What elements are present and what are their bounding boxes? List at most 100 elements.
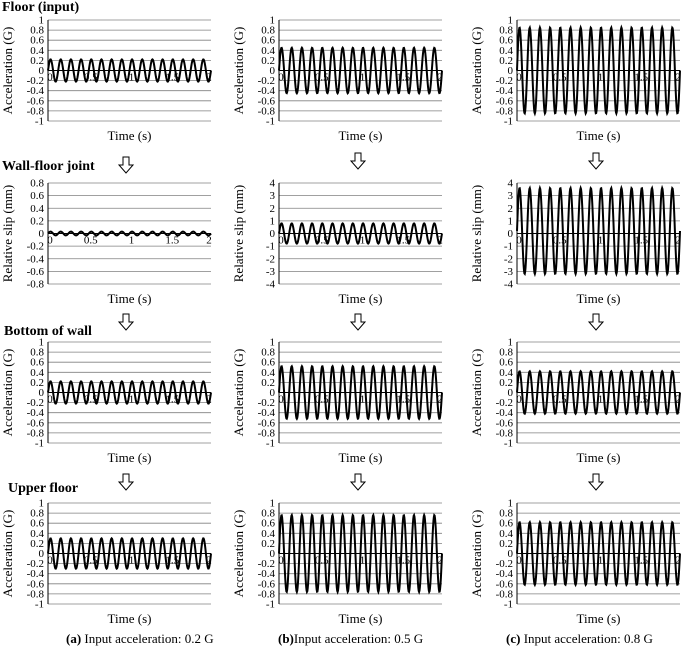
bottom-of-wall-a-ytick-label: 0.6 xyxy=(30,357,44,369)
bottom-of-wall-a-ylabel: Acceleration (G) xyxy=(0,349,15,437)
bottom-of-wall-c-xtick-label: 2 xyxy=(675,394,681,406)
wall-floor-joint-b-ytick-label: 1 xyxy=(270,215,276,227)
wall-floor-joint-c-ytick-label: 1 xyxy=(508,215,514,227)
wall-floor-joint-a-ytick-label: 0.4 xyxy=(30,203,44,215)
wall-floor-joint-b-ytick-label: -3 xyxy=(266,266,276,278)
bottom-of-wall-a-xtick-label: 1 xyxy=(129,394,135,406)
floor-input-c-ytick-label: 1 xyxy=(508,15,514,27)
upper-floor-b-xtick-label: 0 xyxy=(278,555,284,567)
upper-floor-b-xtick-label: 1 xyxy=(360,555,366,567)
upper-floor-a-ytick-label: -0.4 xyxy=(27,568,45,580)
floor-input-b-ytick-label: -0.8 xyxy=(258,105,276,117)
wall-floor-joint-c-ytick-label: -1 xyxy=(504,241,513,253)
floor-input-b-xtick-label: 0 xyxy=(278,72,284,84)
upper-floor-a-ytick-label: 0 xyxy=(39,548,45,560)
upper-floor-a-xtick-label: 1 xyxy=(129,555,135,567)
wall-floor-joint-c-xlabel: Time (s) xyxy=(577,291,621,306)
caption-c-text: Input acceleration: 0.8 G xyxy=(520,631,653,646)
caption-a-letter: (a) xyxy=(66,631,82,646)
bottom-of-wall-c-ytick-label: 0 xyxy=(508,387,514,399)
upper-floor-c-ytick-label: 0.8 xyxy=(499,508,513,520)
floor-input-a-ytick-label: -0.2 xyxy=(27,75,44,87)
upper-floor-b-ytick-label: 0.8 xyxy=(261,508,275,520)
bottom-of-wall-c-ytick-label: -0.8 xyxy=(496,427,514,439)
caption-a-text: Input acceleration: 0.2 G xyxy=(81,631,214,646)
floor-input-c-ytick-label: 0.8 xyxy=(499,25,513,37)
wall-floor-joint-b-ytick-label: -1 xyxy=(266,241,275,253)
bottom-of-wall-b-xtick-label: 1.5 xyxy=(396,394,410,406)
floor-input-c-xtick-label: 2 xyxy=(675,72,681,84)
wall-floor-joint-a-xtick-label: 0 xyxy=(47,235,53,247)
upper-floor-a-ytick-label: 0.8 xyxy=(30,508,44,520)
bottom-of-wall-c-xtick-label: 0.5 xyxy=(553,394,567,406)
bottom-of-wall-a-ytick-label: -1 xyxy=(35,438,44,450)
floor-input-a-ytick-label: 0.8 xyxy=(30,25,44,37)
bottom-of-wall-b-xlabel: Time (s) xyxy=(339,450,383,465)
row-label-upper-floor: Upper floor xyxy=(8,481,79,496)
bottom-of-wall-b-series-line xyxy=(278,364,443,421)
bottom-of-wall-a-ytick-label: 0.2 xyxy=(30,377,44,389)
bottom-of-wall-b-ytick-label: 1 xyxy=(270,337,276,349)
bottom-of-wall-c-xtick-label: 1.5 xyxy=(634,394,648,406)
wall-floor-joint-c-ytick-label: 2 xyxy=(508,203,514,215)
bottom-of-wall-b-ytick-label: -0.2 xyxy=(258,397,275,409)
wall-floor-joint-a-ytick-label: -0.4 xyxy=(27,253,45,265)
wall-floor-joint-a-xtick-label: 0.5 xyxy=(84,235,98,247)
floor-input-b-xtick-label: 0.5 xyxy=(315,72,329,84)
upper-floor-b-xtick-label: 2 xyxy=(437,555,443,567)
floor-input-b-ylabel: Acceleration (G) xyxy=(231,27,246,115)
wall-floor-joint-c-ytick-label: -3 xyxy=(504,266,514,278)
caption-c: (c) Input acceleration: 0.8 G xyxy=(506,631,653,647)
floor-input-c-ytick-label: 0.4 xyxy=(499,45,513,57)
upper-floor-c-xtick-label: 1.5 xyxy=(634,555,648,567)
wall-floor-joint-c-ylabel: Relative slip (mm) xyxy=(469,185,484,282)
upper-floor-a-ylabel: Acceleration (G) xyxy=(0,510,15,598)
bottom-of-wall-b-ytick-label: 0.6 xyxy=(261,357,275,369)
bottom-of-wall-c-ytick-label: -1 xyxy=(504,438,513,450)
floor-input-b-ytick-label: 0.6 xyxy=(261,35,275,47)
wall-floor-joint-a-ylabel: Relative slip (mm) xyxy=(0,185,15,282)
floor-input-c-series-line xyxy=(516,24,681,117)
upper-floor-b-xtick-label: 1.5 xyxy=(396,555,410,567)
upper-floor-a-xtick-label: 0 xyxy=(47,555,53,567)
bottom-of-wall-b-ytick-label: -0.4 xyxy=(258,407,276,419)
floor-input-c-ytick-label: 0.6 xyxy=(499,35,513,47)
bottom-of-wall-b-ytick-label: 0.4 xyxy=(261,367,275,379)
upper-floor-a-xtick-label: 2 xyxy=(206,555,212,567)
floor-input-a-ytick-label: 1 xyxy=(39,15,45,27)
upper-floor-a-ytick-label: -0.6 xyxy=(27,578,45,590)
wall-floor-joint-c-xtick-label: 0.5 xyxy=(553,235,567,247)
upper-floor-c-xtick-label: 1 xyxy=(598,555,604,567)
wall-floor-joint-c-ytick-label: 4 xyxy=(508,178,514,190)
upper-floor-b-ytick-label: 0.4 xyxy=(261,528,275,540)
wall-floor-joint-a-ytick-label: 0 xyxy=(39,228,45,240)
upper-floor-b-ytick-label: -0.8 xyxy=(258,588,276,600)
floor-input-b-ytick-label: 0.4 xyxy=(261,45,275,57)
wall-floor-joint-c-ytick-label: -4 xyxy=(504,279,514,291)
wall-floor-joint-b-ytick-label: 4 xyxy=(270,178,276,190)
wall-floor-joint-b-ytick-label: 0 xyxy=(270,228,276,240)
bottom-of-wall-b-ylabel: Acceleration (G) xyxy=(231,349,246,437)
floor-input-b-xtick-label: 1 xyxy=(360,72,366,84)
bottom-of-wall-c-xtick-label: 1 xyxy=(598,394,604,406)
floor-input-b-ytick-label: -1 xyxy=(266,116,275,128)
floor-input-c-ytick-label: 0.2 xyxy=(499,55,513,67)
upper-floor-b-ylabel: Acceleration (G) xyxy=(231,510,246,598)
wall-floor-joint-b-xlabel: Time (s) xyxy=(339,291,383,306)
upper-floor-c-ytick-label: -0.4 xyxy=(496,568,514,580)
upper-floor-b-ytick-label: 0.2 xyxy=(261,538,275,550)
wall-floor-joint-a-ytick-label: -0.6 xyxy=(27,266,45,278)
bottom-of-wall-c-ytick-label: -0.4 xyxy=(496,407,514,419)
bottom-of-wall-a-ytick-label: -0.6 xyxy=(27,417,45,429)
floor-input-b-ytick-label: -0.4 xyxy=(258,85,276,97)
down-arrow-icon xyxy=(118,313,134,331)
bottom-of-wall-a-ytick-label: 0 xyxy=(39,387,45,399)
bottom-of-wall-b-xtick-label: 0.5 xyxy=(315,394,329,406)
bottom-of-wall-a-ytick-label: 0.8 xyxy=(30,347,44,359)
floor-input-a-ytick-label: -0.8 xyxy=(27,105,45,117)
down-arrow-icon xyxy=(118,156,134,174)
bottom-of-wall-a-ytick-label: 1 xyxy=(39,337,45,349)
bottom-of-wall-b-ytick-label: 0 xyxy=(270,387,276,399)
upper-floor-b-xlabel: Time (s) xyxy=(339,611,383,626)
bottom-of-wall-c-xlabel: Time (s) xyxy=(577,450,621,465)
